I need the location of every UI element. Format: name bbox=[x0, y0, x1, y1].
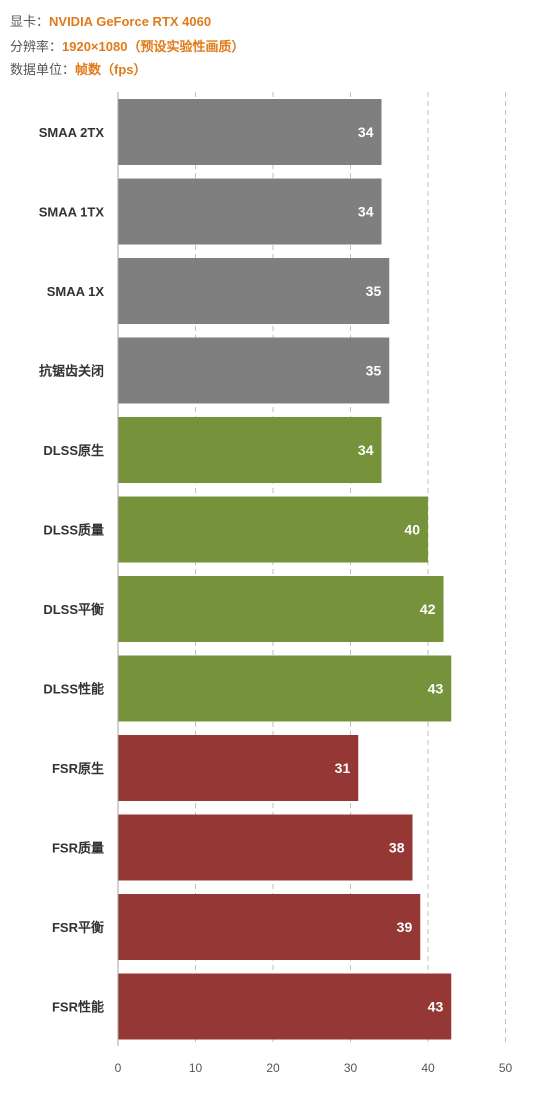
unit-value: 帧数（fps） bbox=[75, 62, 147, 77]
x-tick-label: 10 bbox=[189, 1061, 203, 1075]
bar bbox=[118, 417, 382, 483]
bar bbox=[118, 576, 444, 642]
category-label: FSR质量 bbox=[52, 841, 104, 856]
category-label: SMAA 1TX bbox=[39, 205, 105, 220]
bar bbox=[118, 655, 452, 722]
data-label: 35 bbox=[366, 363, 382, 379]
category-label: 抗锯齿关闭 bbox=[39, 364, 104, 379]
data-label: 40 bbox=[404, 522, 420, 538]
bar bbox=[118, 178, 382, 245]
data-label: 31 bbox=[335, 760, 351, 776]
data-label: 35 bbox=[366, 283, 382, 299]
data-label: 43 bbox=[428, 999, 444, 1015]
data-label: 42 bbox=[420, 601, 436, 617]
data-label: 38 bbox=[389, 840, 405, 856]
data-label: 34 bbox=[358, 124, 374, 140]
bar bbox=[118, 258, 390, 324]
category-label: FSR性能 bbox=[52, 1000, 104, 1015]
category-label: DLSS质量 bbox=[43, 523, 104, 538]
data-label: 43 bbox=[428, 681, 444, 697]
data-label: 34 bbox=[358, 204, 374, 220]
x-tick-label: 0 bbox=[115, 1061, 122, 1075]
x-tick-label: 50 bbox=[499, 1061, 513, 1075]
x-tick-label: 20 bbox=[266, 1061, 280, 1075]
data-label: 34 bbox=[358, 442, 374, 458]
bar bbox=[118, 496, 428, 563]
unit-label: 数据单位： bbox=[10, 62, 76, 77]
category-label: SMAA 1X bbox=[47, 284, 105, 299]
gpu-info: 显卡：NVIDIA GeForce RTX 4060 bbox=[10, 11, 211, 30]
category-label: FSR原生 bbox=[52, 761, 104, 776]
gpu-label: 显卡： bbox=[10, 14, 50, 29]
bar bbox=[118, 814, 413, 881]
bar bbox=[118, 894, 421, 960]
unit-info: 数据单位：帧数（fps） bbox=[10, 59, 147, 78]
resolution-label: 分辨率： bbox=[10, 39, 63, 54]
category-label: SMAA 2TX bbox=[39, 125, 105, 140]
category-label: DLSS平衡 bbox=[43, 602, 104, 617]
data-label: 39 bbox=[397, 919, 413, 935]
x-tick-label: 40 bbox=[421, 1061, 435, 1075]
bar bbox=[118, 337, 390, 404]
gpu-value: NVIDIA GeForce RTX 4060 bbox=[49, 14, 212, 29]
category-label: DLSS原生 bbox=[43, 443, 104, 458]
resolution-value: 1920×1080（预设实验性画质） bbox=[62, 39, 245, 54]
x-tick-label: 30 bbox=[344, 1061, 358, 1075]
bar bbox=[118, 973, 452, 1040]
bar bbox=[118, 735, 359, 801]
resolution-info: 分辨率：1920×1080（预设实验性画质） bbox=[10, 36, 244, 55]
category-label: FSR平衡 bbox=[52, 920, 104, 935]
bar bbox=[118, 99, 382, 165]
category-label: DLSS性能 bbox=[43, 682, 104, 697]
